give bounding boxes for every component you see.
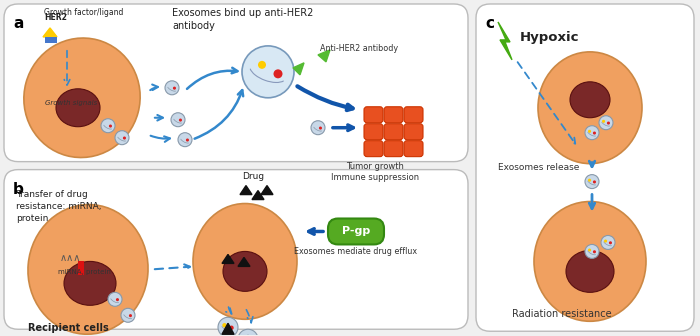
FancyBboxPatch shape: [4, 170, 468, 329]
Polygon shape: [293, 63, 304, 75]
Text: Recipient cells: Recipient cells: [27, 323, 108, 333]
FancyBboxPatch shape: [364, 141, 383, 157]
FancyBboxPatch shape: [404, 141, 423, 157]
Text: ∧∧∧: ∧∧∧: [60, 253, 81, 263]
Text: Hypoxic: Hypoxic: [520, 31, 580, 44]
Ellipse shape: [56, 89, 100, 127]
Circle shape: [604, 240, 607, 243]
Circle shape: [258, 61, 266, 69]
Circle shape: [585, 126, 599, 140]
Circle shape: [121, 308, 135, 322]
Text: Drug: Drug: [242, 172, 264, 180]
Circle shape: [588, 179, 591, 182]
Circle shape: [223, 323, 227, 328]
Circle shape: [129, 314, 132, 317]
Ellipse shape: [570, 82, 610, 118]
Circle shape: [607, 122, 610, 125]
Text: Exosomes release: Exosomes release: [498, 163, 580, 172]
Text: Tumor growth
Immune suppression: Tumor growth Immune suppression: [331, 162, 419, 182]
Ellipse shape: [193, 204, 297, 319]
Circle shape: [173, 87, 176, 90]
Circle shape: [588, 249, 591, 252]
Ellipse shape: [28, 205, 148, 334]
Text: Radiation resistance: Radiation resistance: [512, 309, 612, 319]
Ellipse shape: [64, 261, 116, 305]
Circle shape: [179, 119, 182, 122]
Polygon shape: [318, 50, 330, 62]
Text: c: c: [485, 16, 494, 31]
Text: Growth factor/ligand: Growth factor/ligand: [44, 8, 123, 17]
Circle shape: [593, 180, 596, 183]
Ellipse shape: [534, 202, 646, 321]
Circle shape: [238, 329, 258, 336]
Circle shape: [115, 131, 129, 145]
Circle shape: [230, 326, 234, 330]
Circle shape: [116, 298, 119, 301]
Text: b: b: [13, 181, 24, 197]
Polygon shape: [498, 22, 512, 60]
Ellipse shape: [223, 251, 267, 291]
Text: HER2: HER2: [44, 13, 67, 22]
FancyBboxPatch shape: [384, 107, 403, 123]
FancyBboxPatch shape: [78, 261, 84, 276]
Ellipse shape: [566, 250, 614, 292]
Circle shape: [585, 175, 599, 188]
Polygon shape: [222, 323, 234, 334]
FancyBboxPatch shape: [404, 124, 423, 140]
Circle shape: [585, 245, 599, 258]
Circle shape: [242, 335, 246, 336]
Circle shape: [218, 317, 238, 336]
Text: Exosomes bind up anti-HER2
antibody: Exosomes bind up anti-HER2 antibody: [172, 8, 314, 31]
FancyBboxPatch shape: [384, 124, 403, 140]
FancyBboxPatch shape: [45, 37, 57, 43]
Text: Exosomes mediate drug efflux: Exosomes mediate drug efflux: [295, 247, 418, 256]
Circle shape: [186, 138, 189, 141]
Circle shape: [109, 125, 112, 128]
Circle shape: [593, 131, 596, 135]
Circle shape: [602, 120, 605, 123]
Circle shape: [311, 121, 325, 135]
FancyBboxPatch shape: [328, 218, 384, 245]
FancyBboxPatch shape: [4, 4, 468, 162]
Polygon shape: [238, 257, 250, 266]
Polygon shape: [222, 254, 234, 263]
Circle shape: [319, 127, 322, 130]
Text: Growth signals: Growth signals: [45, 100, 97, 106]
Circle shape: [178, 133, 192, 147]
Circle shape: [593, 250, 596, 253]
Circle shape: [599, 116, 613, 130]
Text: P-gp: P-gp: [342, 226, 370, 237]
Circle shape: [609, 241, 612, 244]
Polygon shape: [261, 185, 273, 195]
Circle shape: [171, 113, 185, 127]
Circle shape: [601, 236, 615, 249]
Text: Anti-HER2 antibody: Anti-HER2 antibody: [320, 44, 398, 53]
Polygon shape: [252, 191, 264, 200]
Text: Transfer of drug
resistance: miRNA,
protein: Transfer of drug resistance: miRNA, prot…: [16, 190, 102, 223]
Circle shape: [274, 69, 283, 78]
Circle shape: [123, 136, 126, 139]
Circle shape: [108, 292, 122, 306]
Polygon shape: [240, 185, 252, 195]
FancyBboxPatch shape: [364, 107, 383, 123]
FancyBboxPatch shape: [404, 107, 423, 123]
Polygon shape: [242, 335, 254, 336]
Ellipse shape: [24, 38, 140, 158]
FancyBboxPatch shape: [364, 124, 383, 140]
Circle shape: [165, 81, 179, 95]
Polygon shape: [43, 28, 57, 37]
Text: a: a: [13, 16, 23, 31]
FancyBboxPatch shape: [384, 141, 403, 157]
FancyBboxPatch shape: [476, 4, 694, 331]
Circle shape: [101, 119, 115, 133]
Ellipse shape: [538, 52, 642, 164]
Circle shape: [588, 130, 591, 133]
Text: miRNA, protein: miRNA, protein: [58, 269, 111, 276]
Circle shape: [242, 46, 294, 98]
